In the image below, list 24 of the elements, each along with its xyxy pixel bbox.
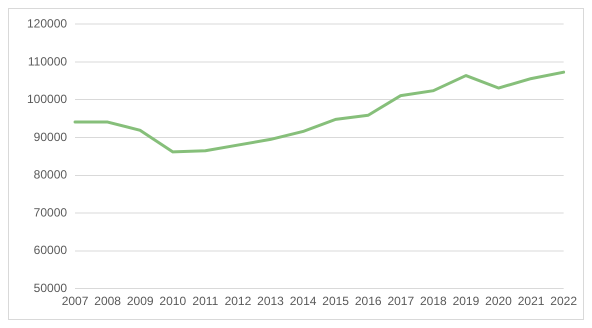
y-tick-label: 110000 xyxy=(28,54,68,68)
x-tick-label: 2014 xyxy=(290,294,317,308)
y-tick-label: 60000 xyxy=(34,243,68,258)
y-tick-label: 100000 xyxy=(26,92,68,106)
y-tick-label: 90000 xyxy=(34,130,68,144)
y-tick-label: 120000 xyxy=(26,16,68,31)
y-tick-label: 80000 xyxy=(34,168,68,182)
x-tick-label: 2012 xyxy=(224,294,252,308)
x-tick-label: 2022 xyxy=(550,294,578,308)
x-tick-label: 2007 xyxy=(62,294,89,308)
x-tick-label: 2013 xyxy=(257,294,284,308)
x-tick-label: 2015 xyxy=(322,294,350,308)
x-tick-label: 2010 xyxy=(159,294,186,308)
x-tick-label: 2008 xyxy=(94,294,122,308)
x-tick-label: 2009 xyxy=(126,294,154,308)
x-tick-label: 2021 xyxy=(518,294,545,308)
x-tick-label: 2016 xyxy=(354,294,382,308)
x-tick-label: 2020 xyxy=(485,294,512,308)
x-tick-label: 2011 xyxy=(192,294,219,308)
x-tick-label: 2017 xyxy=(387,294,414,308)
y-tick-label: 50000 xyxy=(34,280,68,295)
x-tick-label: 2018 xyxy=(420,294,448,308)
y-tick-label: 70000 xyxy=(34,205,68,220)
x-tick-label: 2019 xyxy=(452,294,480,308)
